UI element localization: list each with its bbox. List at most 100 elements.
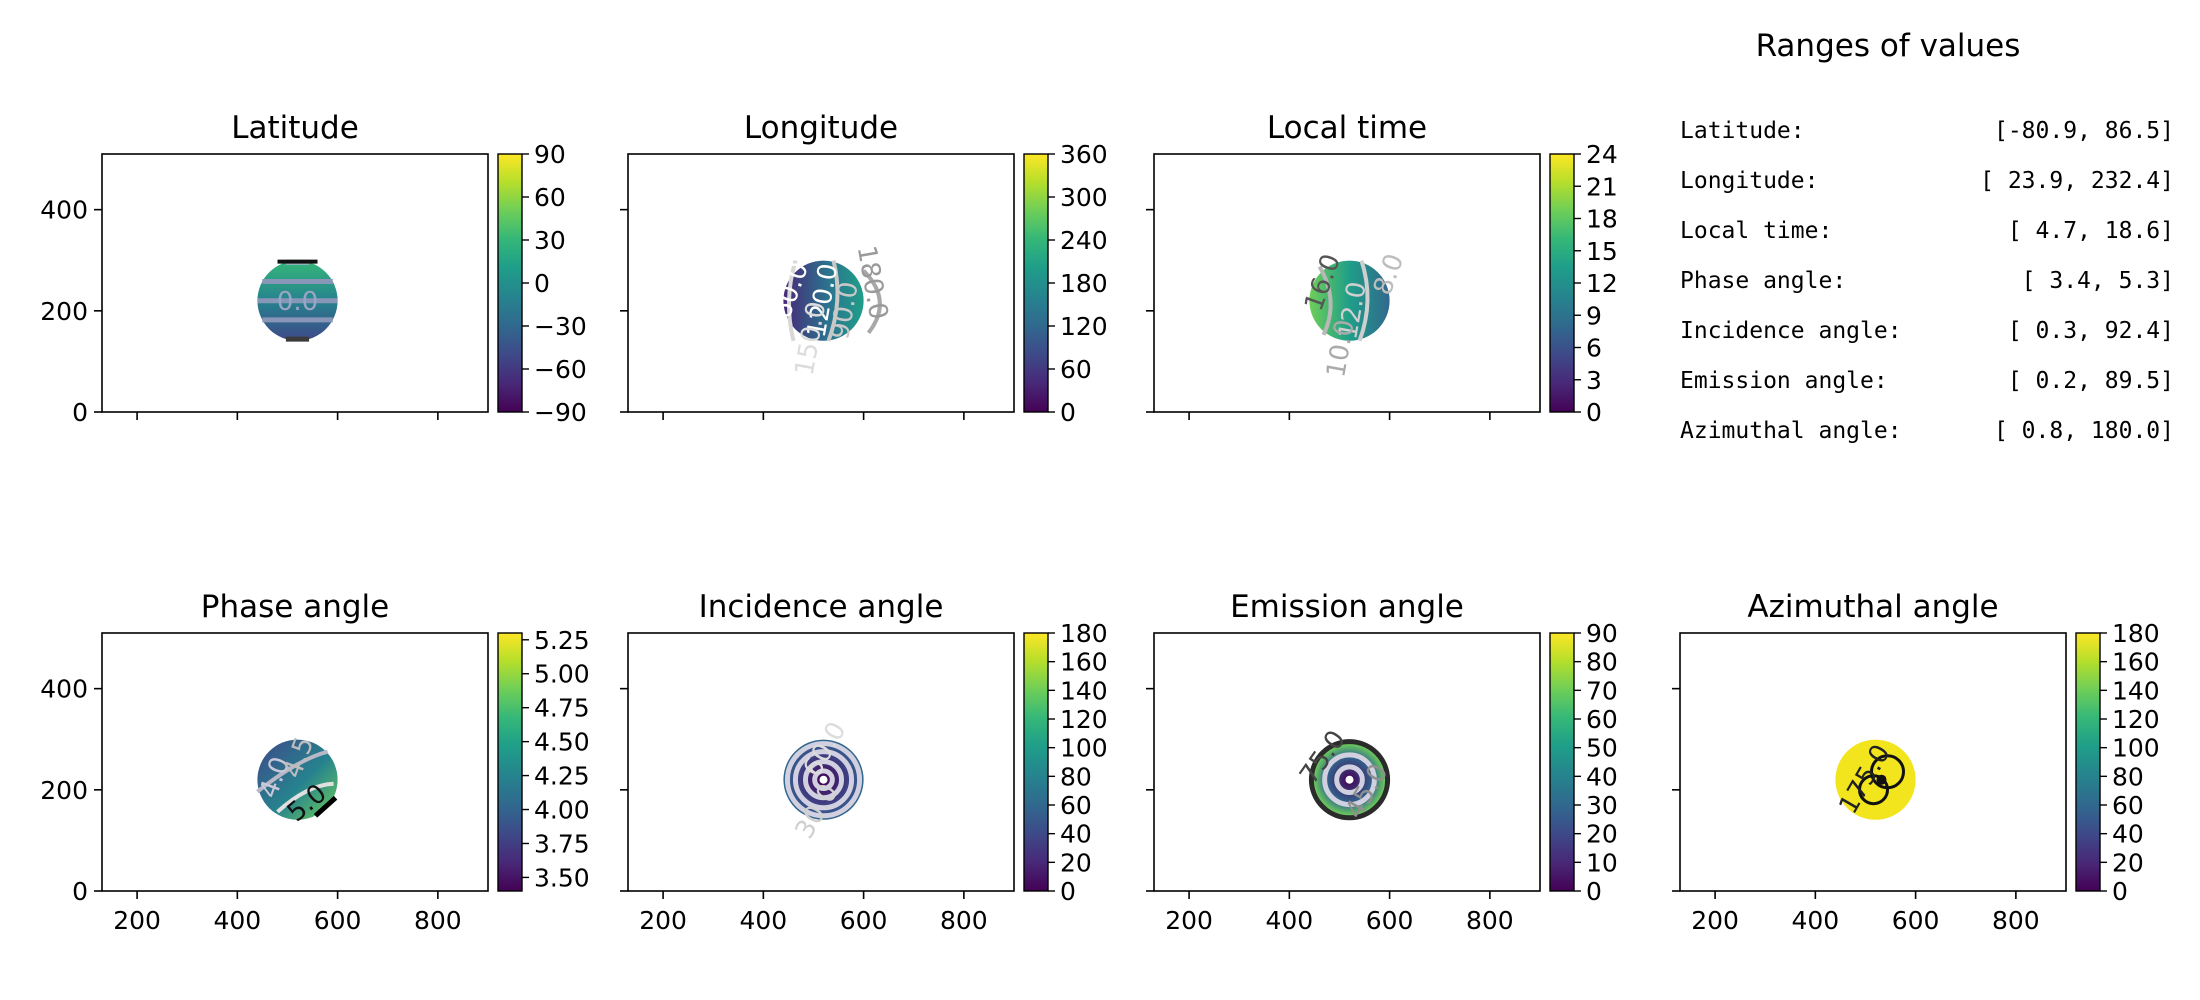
colorbar-tick-label: 20 — [1060, 848, 1092, 877]
axes-frame — [1679, 632, 2067, 892]
contour-ring — [784, 741, 863, 819]
axes-frame — [627, 632, 1015, 892]
colorbar-tick-label: 4.50 — [534, 728, 590, 757]
axes-frame — [1153, 153, 1541, 413]
colorbar-gradient — [1549, 153, 1575, 413]
x-tick-label: 800 — [940, 906, 988, 935]
contour-ring — [812, 768, 835, 792]
colorbar-tick-label: −90 — [534, 398, 587, 427]
colorbar-gradient — [497, 153, 523, 413]
colorbar-tick-label: 20 — [1586, 820, 1618, 849]
colorbar-tick-label: 4.75 — [534, 694, 590, 723]
range-value: [ 23.9, 232.4] — [1980, 168, 2174, 194]
contour-line — [1357, 259, 1370, 342]
contour-ring — [802, 759, 845, 801]
x-tick-label: 200 — [639, 906, 687, 935]
range-value: [-80.9, 86.5] — [1994, 118, 2174, 144]
colorbar-tick-label: 90 — [534, 140, 566, 169]
y-tick-label: 200 — [40, 776, 88, 805]
disk-center-mark — [819, 775, 828, 784]
colorbar-tick-label: 60 — [1586, 705, 1618, 734]
disk-center-mark — [1876, 774, 1887, 785]
colorbar-tick-label: 180 — [1060, 269, 1108, 298]
colorbar-tick-label: 140 — [2112, 676, 2160, 705]
y-tick-label: 200 — [40, 297, 88, 326]
colorbar-tick-label: 6 — [1586, 334, 1602, 363]
colorbar-tick-label: 120 — [1060, 705, 1108, 734]
panel-title: Longitude — [744, 110, 898, 146]
panel-title: Latitude — [231, 110, 359, 146]
range-label: Local time: — [1680, 218, 1832, 244]
x-tick-label: 800 — [1466, 906, 1514, 935]
colorbar-tick-label: 360 — [1060, 140, 1108, 169]
range-value: [ 4.7, 18.6] — [2008, 218, 2174, 244]
colorbar-tick-label: 40 — [1586, 762, 1618, 791]
colorbar-tick-label: 40 — [1060, 820, 1092, 849]
colorbar-tick-label: 60 — [2112, 791, 2144, 820]
colorbar-tick-label: 21 — [1586, 172, 1618, 201]
colorbar-tick-label: 70 — [1586, 676, 1618, 705]
y-tick-label: 0 — [72, 398, 88, 427]
x-tick-label: 400 — [213, 906, 261, 935]
panel-title: Incidence angle — [699, 589, 944, 625]
panel-latitude: Latitude 0.0 0 200 400 90 60 30 0 −30 −60 −90 — [40, 110, 586, 427]
x-tick-label: 200 — [1691, 906, 1739, 935]
range-value: [ 0.8, 180.0] — [1994, 418, 2174, 444]
colorbar: 5.25 5.00 4.75 4.50 4.25 4.00 3.75 3.50 — [497, 626, 590, 892]
x-tick-label: 200 — [113, 906, 161, 935]
colorbar-tick-label: 160 — [1060, 648, 1108, 677]
x-tick-label: 600 — [314, 906, 362, 935]
colorbar-tick-label: 20 — [2112, 848, 2144, 877]
ranges-panel: Ranges of values Latitude: [-80.9, 86.5] Lo… — [1680, 28, 2174, 444]
colorbar-tick-label: 160 — [2112, 648, 2160, 677]
contour-line — [256, 749, 329, 794]
colorbar-tick-label: 30 — [1586, 791, 1618, 820]
colorbar-gradient — [1023, 153, 1049, 413]
axes-frame — [101, 632, 489, 892]
colorbar-tick-label: 0 — [1060, 877, 1076, 906]
range-label: Incidence angle: — [1680, 318, 1902, 344]
y-tick-label: 400 — [40, 196, 88, 225]
x-tick-label: 800 — [1992, 906, 2040, 935]
colorbar-tick-label: 10 — [1586, 848, 1618, 877]
colorbar-tick-label: 5.25 — [534, 626, 590, 655]
colorbar-tick-label: 60 — [1060, 791, 1092, 820]
colorbar-tick-label: 180 — [1060, 619, 1108, 648]
colorbar-tick-label: −30 — [534, 312, 587, 341]
colorbar-tick-label: 3 — [1586, 366, 1602, 395]
contour-line — [826, 260, 840, 342]
x-tick-label: 800 — [414, 906, 462, 935]
contour-line — [862, 269, 882, 335]
ranges-title: Ranges of values — [1756, 28, 2021, 64]
colorbar-tick-label: 100 — [1060, 734, 1108, 763]
colorbar-tick-label: 140 — [1060, 676, 1108, 705]
colorbar-tick-label: 100 — [2112, 734, 2160, 763]
colorbar-gradient — [1023, 632, 1049, 892]
x-tick-label: 400 — [739, 906, 787, 935]
colorbar-tick-label: 0 — [1586, 877, 1602, 906]
colorbar-tick-label: 80 — [2112, 762, 2144, 791]
axes-frame — [101, 153, 489, 413]
colorbar-tick-label: 4.25 — [534, 762, 590, 791]
colorbar-gradient — [1549, 632, 1575, 892]
colorbar-tick-label: 0 — [534, 269, 550, 298]
contour-line — [787, 260, 798, 342]
colorbar-tick-label: 9 — [1586, 301, 1602, 330]
contour-ring — [1858, 774, 1890, 806]
colorbar-tick-label: 12 — [1586, 269, 1618, 298]
contour-label: 8.0 — [1368, 250, 1410, 299]
disk-center-mark — [1345, 775, 1354, 784]
panel-title: Emission angle — [1230, 589, 1464, 625]
planet-disk — [783, 260, 864, 341]
colorbar-tick-label: 50 — [1586, 734, 1618, 763]
colorbar-tick-label: 300 — [1060, 183, 1108, 212]
colorbar-tick-label: 180 — [2112, 619, 2160, 648]
range-value: [ 3.4, 5.3] — [2022, 268, 2174, 294]
colorbar-tick-label: 24 — [1586, 140, 1618, 169]
colorbar-tick-label: 0 — [1586, 398, 1602, 427]
